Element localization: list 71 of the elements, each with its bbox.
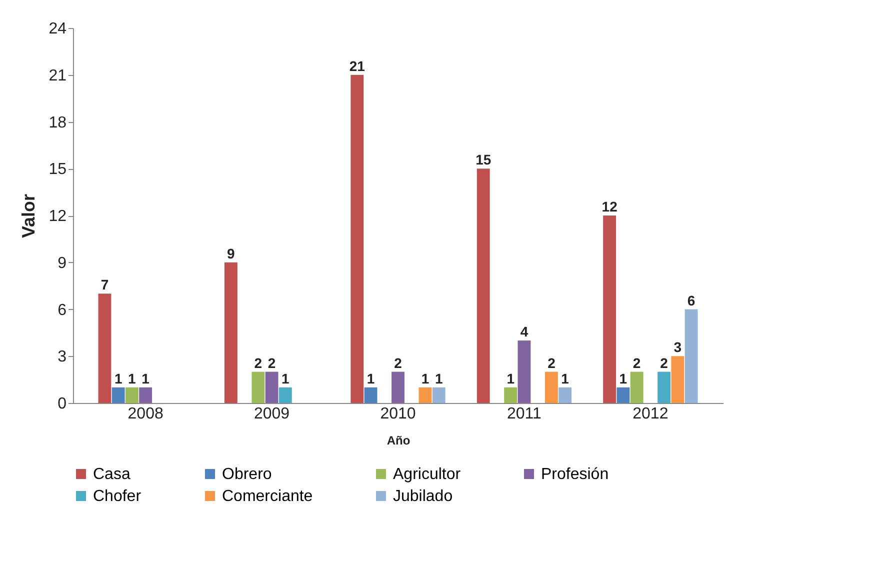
data-label: 2 (268, 354, 276, 371)
y-tick-label: 24 (48, 20, 67, 38)
data-label: 6 (687, 292, 696, 308)
bar (684, 309, 698, 403)
bar (252, 372, 265, 403)
y-tick-label: 6 (58, 302, 67, 319)
data-label: 1 (114, 370, 122, 386)
bar (112, 387, 125, 403)
data-label: 9 (227, 245, 236, 262)
y-axis-title: Valor (18, 194, 39, 238)
data-label: 4 (520, 324, 528, 340)
data-label: 1 (421, 370, 430, 386)
data-label: 1 (282, 370, 290, 386)
data-label: 1 (506, 370, 515, 386)
data-label: 2 (394, 354, 402, 371)
data-label: 1 (619, 370, 628, 386)
bar (504, 387, 518, 403)
legend-label: Agricultor (393, 466, 462, 483)
x-tick-label: 2012 (632, 406, 668, 422)
y-tick-label: 3 (58, 348, 67, 366)
legend-label: Profesión (541, 466, 609, 483)
y-tick-label: 18 (48, 114, 67, 132)
y-tick-label: 12 (48, 208, 67, 225)
legend-label: Comerciante (222, 488, 313, 505)
data-label: 2 (254, 354, 262, 371)
legend-label: Casa (93, 466, 130, 483)
y-tick-label: 21 (48, 67, 67, 84)
bar (432, 387, 446, 403)
bar (544, 372, 558, 403)
data-label: 3 (674, 339, 682, 356)
bar (418, 387, 432, 403)
data-label: 7 (100, 276, 109, 293)
bar (98, 294, 112, 403)
y-tick-label: 15 (48, 161, 67, 178)
x-axis-title: Año (386, 434, 410, 448)
bar (558, 387, 572, 403)
legend-label: Obrero (222, 466, 272, 483)
y-tick-label: 0 (58, 396, 67, 412)
bar (392, 372, 404, 403)
legend-label: Chofer (93, 488, 142, 505)
bar (350, 74, 364, 403)
bar (603, 216, 616, 403)
bar (139, 387, 152, 403)
data-label: 1 (128, 370, 136, 386)
data-label: 1 (434, 370, 443, 386)
data-label: 2 (548, 354, 556, 371)
bar (364, 387, 378, 403)
data-label: 1 (366, 370, 375, 386)
bar (476, 168, 490, 403)
bar (224, 262, 238, 403)
data-label: 1 (142, 370, 150, 386)
bar (518, 340, 531, 403)
bar (125, 387, 138, 403)
data-label: 1 (561, 370, 570, 386)
y-tick-label: 9 (58, 254, 67, 272)
data-label: 21 (349, 58, 366, 74)
legend-label: Jubilado (393, 488, 453, 505)
bar (265, 372, 278, 403)
data-label: 12 (602, 198, 618, 214)
x-tick-label: 2009 (254, 406, 290, 422)
bar (671, 356, 684, 403)
data-label: 2 (632, 354, 641, 371)
data-label: 15 (476, 152, 492, 168)
bar (630, 372, 644, 403)
x-tick-label: 2010 (380, 406, 416, 422)
data-label: 2 (660, 354, 668, 371)
x-tick-label: 2008 (128, 406, 164, 422)
bar (278, 387, 292, 403)
x-tick-label: 2011 (507, 406, 542, 422)
bar (616, 387, 630, 403)
bar (658, 372, 671, 403)
